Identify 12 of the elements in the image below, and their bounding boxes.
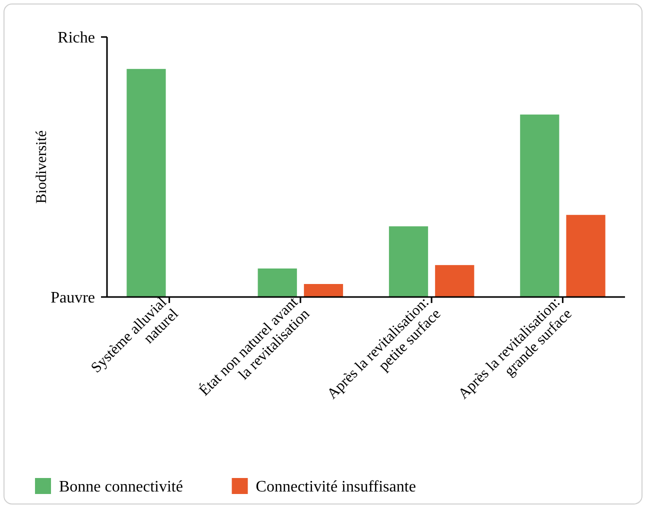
y-axis-title: Biodiversité [34,130,50,204]
text: Riche [58,30,95,47]
bar [566,214,606,297]
bar [435,265,474,297]
bar [258,268,297,297]
bar [388,226,428,297]
bar [304,284,344,297]
text: Pauvre [50,290,95,307]
legend-label: Bonne connectivité [59,478,183,496]
bar [520,114,560,297]
legend-label: Connectivité insuffisante [256,478,416,496]
bar [126,68,166,297]
